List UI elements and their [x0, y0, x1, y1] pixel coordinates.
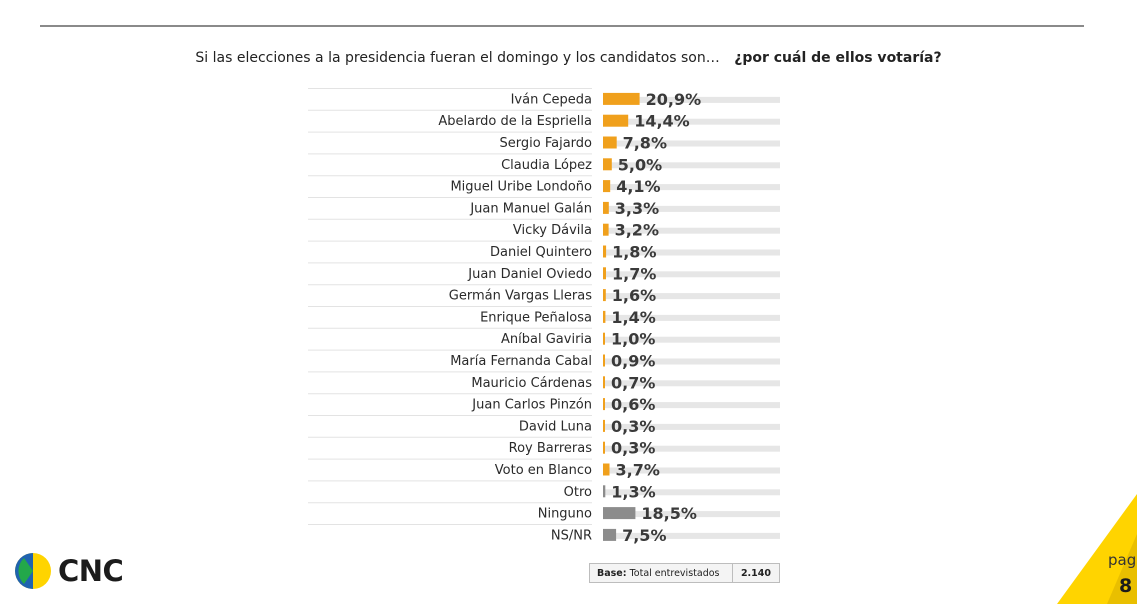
bar [603, 114, 629, 127]
question-title: Si las elecciones a la presidencia fuera… [0, 50, 1137, 66]
page-corner-decoration [1057, 494, 1137, 604]
category-label: NS/NR [551, 528, 592, 543]
category-label: Claudia López [501, 158, 592, 173]
category-label: Sergio Fajardo [500, 136, 593, 151]
value-label: 0,7% [611, 373, 655, 392]
value-label: 5,0% [618, 155, 662, 174]
value-label: 4,1% [616, 177, 660, 196]
bar-track [603, 336, 780, 343]
bar-track [603, 380, 780, 387]
category-label: Juan Carlos Pinzón [471, 398, 592, 413]
cnc-logo-icon [15, 553, 51, 589]
value-label: 1,4% [611, 308, 655, 327]
value-label: 0,6% [611, 395, 655, 414]
category-label: Mauricio Cárdenas [471, 376, 592, 391]
value-label: 7,5% [622, 526, 666, 545]
category-label: Germán Vargas Lleras [449, 289, 592, 304]
bar-track [603, 511, 780, 518]
category-label: David Luna [519, 419, 592, 434]
category-label: Abelardo de la Espriella [438, 114, 592, 129]
bar-track [603, 445, 780, 452]
bar [603, 441, 605, 454]
category-label: Miguel Uribe Londoño [450, 180, 592, 195]
value-label: 14,4% [634, 112, 690, 131]
bar [603, 507, 636, 520]
bar [603, 310, 606, 323]
bar-track [603, 184, 780, 191]
bar [603, 92, 640, 105]
bar-track [603, 532, 780, 539]
value-label: 1,6% [612, 286, 656, 305]
bar-track [603, 96, 780, 103]
bar [603, 485, 606, 498]
category-label: Ninguno [538, 507, 592, 522]
bar-track [603, 162, 780, 169]
cnc-logo: CNC [14, 552, 124, 590]
base-note: Base: Total entrevistados 2.140 [589, 563, 780, 583]
bar [603, 376, 605, 389]
bar-track [603, 249, 780, 256]
value-label: 3,3% [615, 199, 659, 218]
bar [603, 223, 609, 236]
value-label: 1,7% [612, 264, 656, 283]
bar [603, 528, 617, 541]
value-label: 1,8% [612, 243, 656, 262]
category-label: Daniel Quintero [490, 245, 592, 260]
value-label: 7,8% [623, 134, 667, 153]
bar [603, 463, 610, 476]
logo-text: CNC [58, 554, 124, 588]
category-label: Enrique Peñalosa [480, 310, 592, 325]
bar [603, 289, 606, 302]
bar [603, 180, 611, 193]
page-label: pag [1108, 551, 1137, 569]
bar [603, 354, 605, 367]
bar [603, 419, 605, 432]
bar [603, 332, 605, 345]
bar [603, 245, 607, 258]
value-label: 3,7% [616, 461, 660, 480]
bar-track [603, 271, 780, 278]
bar [603, 136, 617, 149]
bar [603, 267, 606, 280]
base-label: Base: [597, 567, 627, 579]
bar-track [603, 293, 780, 300]
bar [603, 158, 612, 171]
category-label: María Fernanda Cabal [450, 354, 592, 369]
top-divider [40, 25, 1084, 27]
bar-track [603, 118, 780, 125]
base-text: Total entrevistados [629, 567, 720, 579]
value-label: 0,3% [611, 417, 655, 436]
question-text: Si las elecciones a la presidencia fuera… [195, 50, 720, 66]
bar [603, 201, 609, 214]
category-label: Iván Cepeda [511, 92, 592, 107]
bar [603, 398, 605, 411]
value-label: 3,2% [615, 221, 659, 240]
bar-track [603, 227, 780, 234]
value-label: 0,3% [611, 439, 655, 458]
value-label: 20,9% [646, 90, 702, 109]
value-label: 18,5% [641, 504, 697, 523]
value-label: 1,3% [611, 482, 655, 501]
category-label: Aníbal Gaviria [501, 332, 592, 347]
bar-track [603, 205, 780, 212]
question-bold: ¿por cuál de ellos votaría? [734, 50, 942, 66]
bar-track [603, 423, 780, 430]
category-label: Voto en Blanco [495, 463, 592, 478]
bar-track [603, 314, 780, 321]
vote-intention-chart: Iván Cepeda 20,9% Abelardo de la Espriella… [308, 88, 780, 545]
bar-track [603, 140, 780, 147]
bar-track [603, 489, 780, 496]
bar-track [603, 467, 780, 474]
category-label: Vicky Dávila [513, 223, 592, 238]
page-number: 8 [1119, 575, 1133, 597]
bar-track [603, 358, 780, 365]
base-value: 2.140 [731, 564, 779, 582]
value-label: 0,9% [611, 352, 655, 371]
bar-track [603, 402, 780, 409]
category-label: Roy Barreras [509, 441, 593, 456]
value-label: 1,0% [611, 330, 655, 349]
category-label: Otro [564, 485, 592, 500]
category-label: Juan Daniel Oviedo [467, 267, 592, 282]
category-label: Juan Manuel Galán [469, 201, 592, 216]
